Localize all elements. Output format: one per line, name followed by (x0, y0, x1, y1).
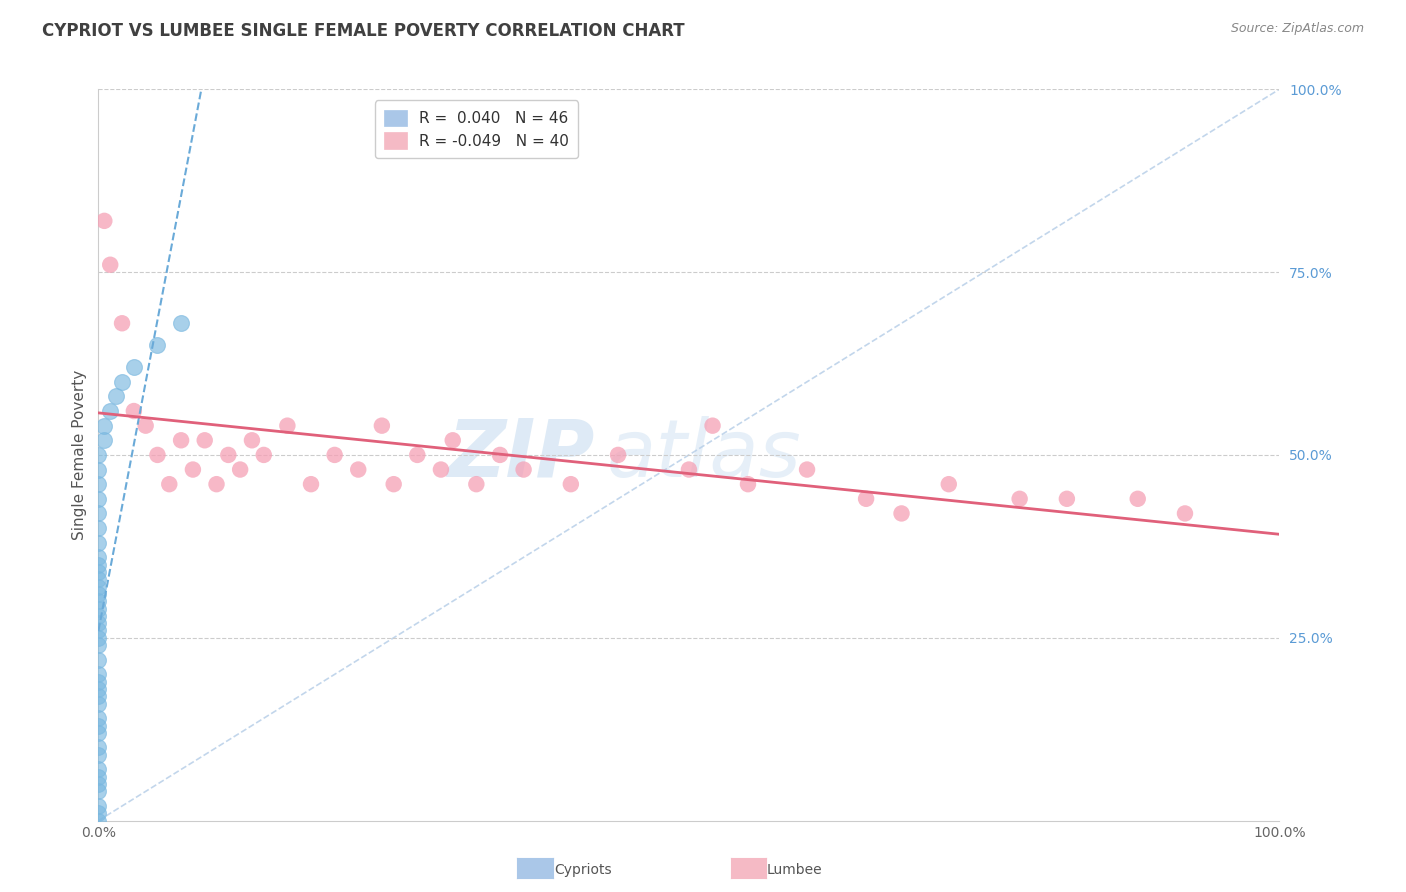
Text: ZIP: ZIP (447, 416, 595, 494)
Point (87, 638, 110, 652)
Point (105, 389, 128, 403)
Point (938, 477, 960, 491)
Point (87, 565, 110, 579)
Text: Cypriots: Cypriots (555, 863, 612, 877)
Point (1174, 507, 1197, 521)
Point (111, 375, 134, 389)
Point (98, 404, 121, 418)
Point (87, 521, 110, 535)
Point (441, 434, 464, 448)
Point (87, 726, 110, 740)
Point (276, 418, 298, 433)
Point (87, 681, 110, 696)
Point (122, 360, 145, 375)
Point (382, 477, 405, 491)
Point (93, 418, 115, 433)
Point (253, 448, 276, 462)
Point (93, 434, 115, 448)
Point (1056, 491, 1078, 506)
Point (87, 763, 110, 777)
Point (181, 462, 204, 476)
Point (205, 477, 228, 491)
Text: atlas: atlas (606, 416, 801, 494)
Point (371, 418, 394, 433)
Point (87, 550, 110, 565)
Point (406, 448, 429, 462)
Point (87, 799, 110, 814)
Point (465, 477, 488, 491)
Point (87, 580, 110, 594)
Text: Lumbee: Lumbee (766, 863, 823, 877)
Point (87, 747, 110, 762)
Point (240, 434, 263, 448)
Point (512, 462, 534, 476)
Point (87, 491, 110, 506)
Point (87, 477, 110, 491)
Point (87, 777, 110, 791)
Point (87, 784, 110, 798)
Point (87, 601, 110, 615)
Point (170, 434, 193, 448)
Point (607, 448, 630, 462)
Point (87, 806, 110, 821)
Point (702, 418, 724, 433)
Point (122, 404, 145, 418)
Point (87, 718, 110, 732)
Point (890, 507, 912, 521)
Point (87, 740, 110, 755)
Point (855, 491, 877, 506)
Point (737, 477, 759, 491)
Point (146, 338, 169, 352)
Point (87, 535, 110, 549)
Point (323, 448, 346, 462)
Point (146, 448, 169, 462)
Point (489, 448, 512, 462)
Point (87, 507, 110, 521)
Legend: R =  0.040   N = 46, R = -0.049   N = 40: R = 0.040 N = 46, R = -0.049 N = 40 (374, 101, 578, 158)
Point (87, 448, 110, 462)
Point (87, 674, 110, 689)
Point (87, 631, 110, 645)
Point (93, 214, 115, 228)
Point (157, 477, 180, 491)
Point (98, 258, 121, 272)
Point (87, 616, 110, 631)
Text: Source: ZipAtlas.com: Source: ZipAtlas.com (1230, 22, 1364, 36)
Point (1008, 491, 1031, 506)
Point (299, 477, 322, 491)
Point (135, 418, 157, 433)
Point (678, 462, 700, 476)
Point (87, 697, 110, 711)
Point (796, 462, 818, 476)
Point (217, 448, 239, 462)
Point (87, 572, 110, 586)
Point (87, 624, 110, 638)
Point (430, 462, 453, 476)
Point (87, 770, 110, 784)
Text: CYPRIOT VS LUMBEE SINGLE FEMALE POVERTY CORRELATION CHART: CYPRIOT VS LUMBEE SINGLE FEMALE POVERTY … (42, 22, 685, 40)
Point (87, 594, 110, 608)
Point (87, 667, 110, 681)
Point (87, 558, 110, 572)
Point (87, 814, 110, 828)
Point (87, 711, 110, 725)
Y-axis label: Single Female Poverty: Single Female Poverty (72, 370, 87, 540)
Point (87, 587, 110, 601)
Point (87, 653, 110, 667)
Point (87, 608, 110, 623)
Point (87, 690, 110, 704)
Point (194, 434, 217, 448)
Point (87, 462, 110, 476)
Point (1126, 491, 1149, 506)
Point (111, 316, 134, 330)
Point (229, 462, 252, 476)
Point (347, 462, 370, 476)
Point (170, 316, 193, 330)
Point (560, 477, 582, 491)
